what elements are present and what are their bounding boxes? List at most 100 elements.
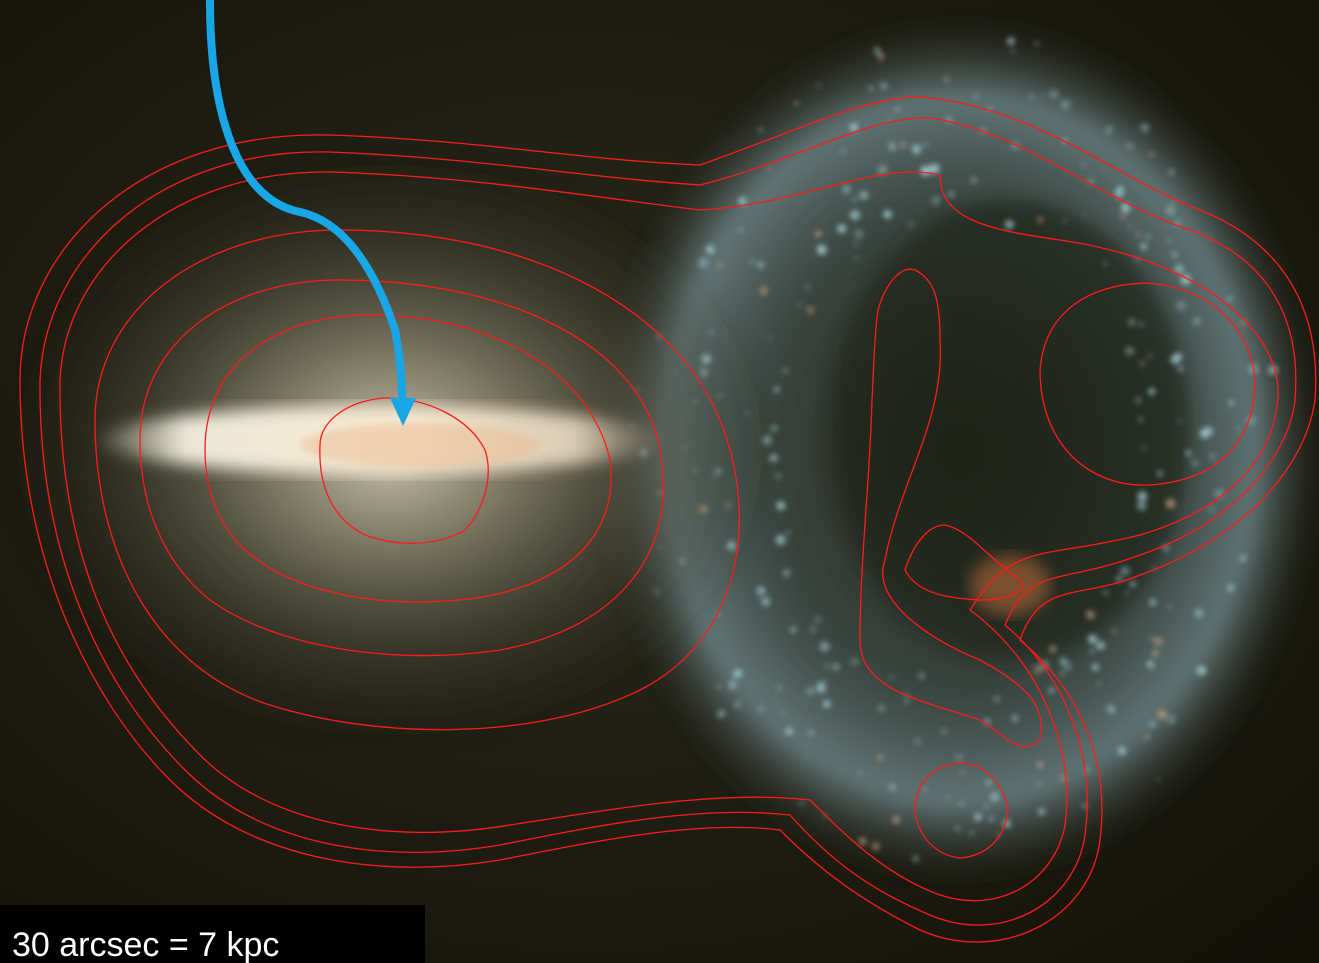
star-knot	[815, 231, 821, 237]
star-knot	[1139, 360, 1146, 366]
star-knot	[1157, 709, 1167, 719]
star-knot	[1096, 682, 1101, 686]
star-knot	[1029, 94, 1035, 100]
star-knot	[750, 259, 755, 264]
star-knot	[1125, 346, 1134, 356]
star-knot	[1082, 212, 1086, 216]
star-knot	[849, 123, 858, 132]
star-knot	[814, 616, 822, 623]
star-knot	[854, 242, 858, 246]
star-knot	[1130, 581, 1136, 587]
star-knot	[1214, 489, 1224, 499]
star-knot	[1037, 762, 1043, 768]
star-knot	[1060, 776, 1066, 781]
star-knot	[783, 368, 789, 374]
star-knot	[894, 107, 900, 112]
star-knot	[1171, 251, 1178, 259]
contour-outer-1	[19, 96, 1317, 943]
star-knot	[890, 675, 894, 680]
star-knot	[1152, 650, 1159, 657]
star-knot	[1145, 234, 1150, 240]
star-knot	[733, 669, 742, 678]
star-knot	[1239, 555, 1247, 562]
star-knot	[798, 800, 805, 806]
star-knot	[915, 739, 921, 744]
star-knot	[1116, 575, 1122, 582]
dust-lane	[300, 423, 540, 467]
star-knot	[1140, 123, 1150, 133]
star-knot	[1060, 99, 1071, 110]
star-knot	[783, 569, 790, 577]
star-knot	[1060, 672, 1065, 677]
star-knot	[1138, 417, 1143, 422]
star-knot	[888, 117, 892, 122]
star-knot	[1041, 93, 1045, 97]
star-knot	[1049, 645, 1057, 653]
star-knot	[888, 142, 897, 151]
star-knot	[986, 779, 992, 786]
star-knot	[1084, 767, 1090, 773]
star-knot	[931, 196, 941, 205]
star-knot	[1137, 491, 1148, 501]
contour-ring-small-1	[904, 524, 1024, 601]
star-knot	[920, 165, 931, 176]
ring-inner-dark	[830, 200, 1190, 660]
star-knot	[1185, 450, 1191, 456]
star-knot	[1103, 590, 1108, 595]
star-knot	[717, 262, 724, 270]
star-knot	[1125, 591, 1129, 595]
star-knot	[1209, 453, 1216, 459]
star-knot	[1037, 217, 1043, 223]
contour-lines	[19, 96, 1317, 943]
star-knot	[946, 795, 951, 800]
star-knot	[852, 197, 857, 202]
star-knot	[794, 101, 799, 105]
star-knot	[994, 696, 1000, 702]
contour-outer-3	[59, 171, 1279, 902]
star-knot	[1166, 206, 1175, 215]
star-knot	[1148, 388, 1155, 395]
star-knot	[912, 855, 919, 862]
star-knot	[698, 257, 709, 268]
star-knot	[767, 166, 772, 171]
star-knot	[797, 303, 801, 307]
star-knot	[1142, 446, 1146, 450]
orange-patch	[970, 555, 1050, 615]
star-knot	[823, 700, 831, 708]
star-knot	[1063, 662, 1073, 671]
star-knot	[843, 186, 850, 193]
star-knot	[1149, 599, 1156, 605]
star-knot	[738, 227, 743, 232]
contour-mid-3	[204, 314, 612, 603]
star-knot	[1139, 322, 1144, 327]
star-knot	[1034, 41, 1039, 46]
star-knot	[1156, 777, 1161, 781]
star-knot	[878, 704, 885, 712]
star-knot	[853, 229, 864, 239]
star-knot	[871, 842, 880, 851]
star-knot	[808, 730, 814, 736]
star-knot	[1166, 714, 1177, 725]
star-knot	[806, 687, 814, 695]
star-knot	[1176, 301, 1186, 311]
star-knot	[988, 816, 995, 822]
star-knot	[1049, 90, 1059, 99]
star-knot	[1227, 584, 1234, 592]
contour-core	[319, 397, 489, 544]
star-knot	[1146, 660, 1155, 669]
star-knot	[1120, 213, 1126, 220]
star-knot	[948, 191, 954, 197]
star-knot	[990, 792, 1000, 802]
star-knot	[1081, 162, 1086, 167]
star-knot	[735, 702, 740, 708]
star-knot	[757, 587, 765, 595]
star-knot	[1012, 715, 1018, 722]
star-knot	[1089, 649, 1094, 653]
contour-mid-2	[139, 279, 665, 657]
star-knot	[879, 81, 888, 90]
arrow-head-icon	[390, 398, 416, 426]
star-knot	[717, 709, 726, 718]
star-knot	[908, 222, 914, 228]
